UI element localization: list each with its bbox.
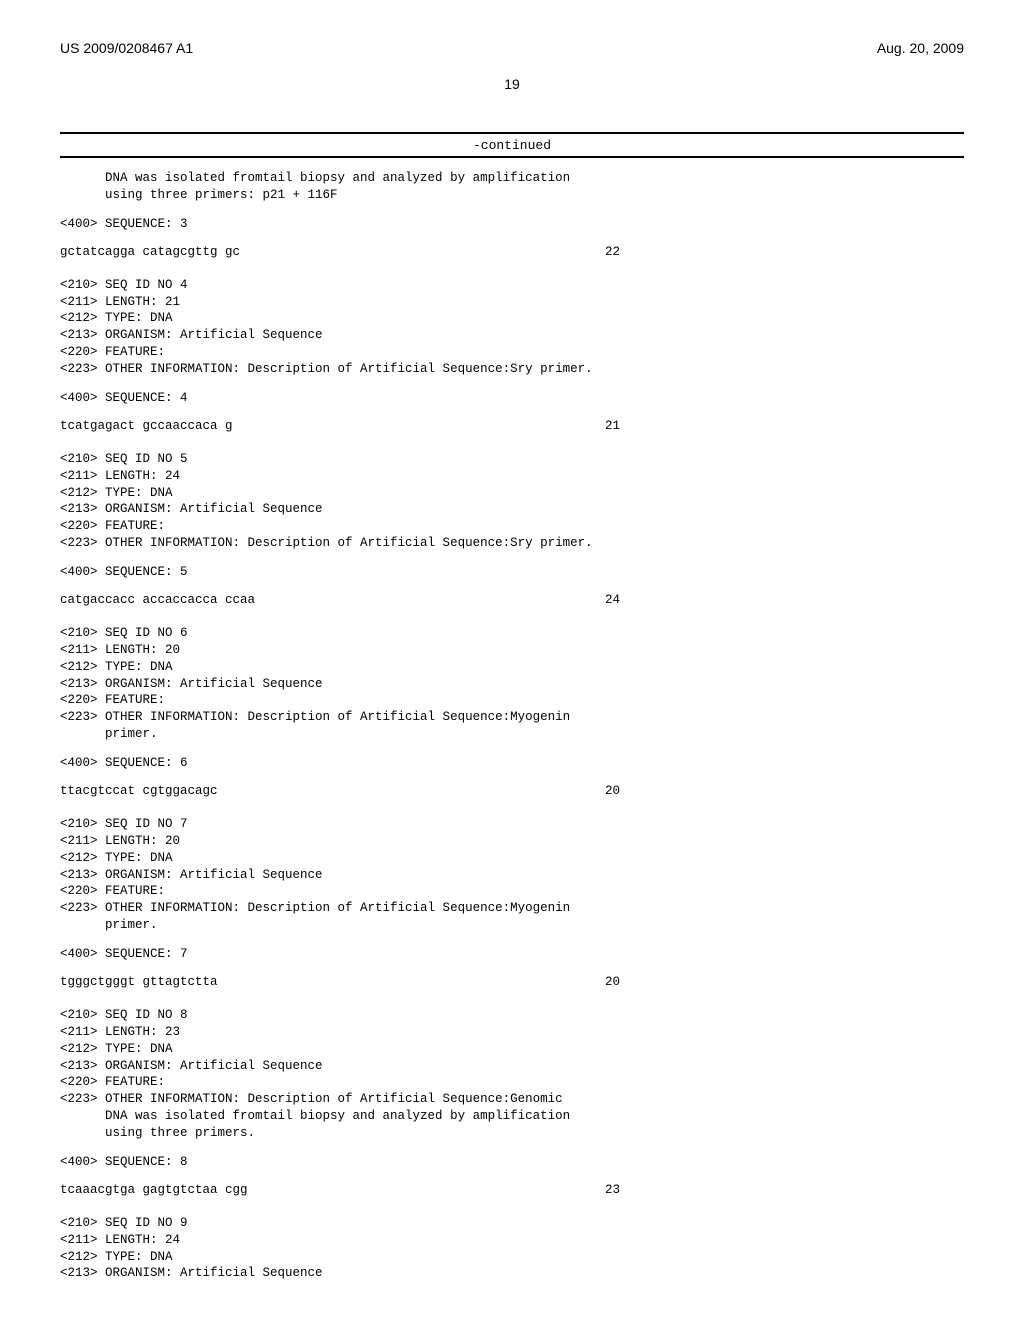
line: primer.: [60, 726, 964, 743]
sequence-length: 23: [605, 1183, 620, 1197]
line: <213> ORGANISM: Artificial Sequence: [60, 867, 964, 884]
sequence-length: 21: [605, 419, 620, 433]
line: <210> SEQ ID NO 7: [60, 816, 964, 833]
line: <211> LENGTH: 23: [60, 1024, 964, 1041]
line: <223> OTHER INFORMATION: Description of …: [60, 709, 964, 726]
line: <400> SEQUENCE: 4: [60, 390, 964, 407]
line: <211> LENGTH: 24: [60, 1232, 964, 1249]
line: using three primers.: [60, 1125, 964, 1142]
seq-block-6: <210> SEQ ID NO 6 <211> LENGTH: 20 <212>…: [60, 625, 964, 798]
line: <220> FEATURE:: [60, 1074, 964, 1091]
line: <212> TYPE: DNA: [60, 310, 964, 327]
line: using three primers: p21 + 116F: [60, 187, 964, 204]
sequence-length: 24: [605, 593, 620, 607]
line: <220> FEATURE:: [60, 518, 964, 535]
line: <212> TYPE: DNA: [60, 1249, 964, 1266]
line: DNA was isolated fromtail biopsy and ana…: [60, 1108, 964, 1125]
line: <212> TYPE: DNA: [60, 659, 964, 676]
line: <212> TYPE: DNA: [60, 1041, 964, 1058]
seq-block-3: DNA was isolated fromtail biopsy and ana…: [60, 170, 964, 259]
line: <210> SEQ ID NO 8: [60, 1007, 964, 1024]
seq-block-7: <210> SEQ ID NO 7 <211> LENGTH: 20 <212>…: [60, 816, 964, 989]
line: <223> OTHER INFORMATION: Description of …: [60, 900, 964, 917]
seq-block-9: <210> SEQ ID NO 9 <211> LENGTH: 24 <212>…: [60, 1215, 964, 1283]
sequence-row: catgaccacc accaccacca ccaa 24: [60, 593, 620, 607]
seq-block-5: <210> SEQ ID NO 5 <211> LENGTH: 24 <212>…: [60, 451, 964, 607]
seq-block-8: <210> SEQ ID NO 8 <211> LENGTH: 23 <212>…: [60, 1007, 964, 1197]
line: <220> FEATURE:: [60, 883, 964, 900]
continued-bar: -continued: [60, 132, 964, 158]
line: <211> LENGTH: 20: [60, 642, 964, 659]
line: <210> SEQ ID NO 6: [60, 625, 964, 642]
sequence-text: ttacgtccat cgtggacagc: [60, 784, 218, 798]
line: <220> FEATURE:: [60, 344, 964, 361]
line: <213> ORGANISM: Artificial Sequence: [60, 676, 964, 693]
sequence-text: gctatcagga catagcgttg gc: [60, 245, 240, 259]
sequence-length: 20: [605, 975, 620, 989]
page-number: 19: [60, 76, 964, 92]
header-left: US 2009/0208467 A1: [60, 40, 193, 56]
line: <400> SEQUENCE: 3: [60, 216, 964, 233]
header-right: Aug. 20, 2009: [877, 40, 964, 56]
line: <400> SEQUENCE: 8: [60, 1154, 964, 1171]
sequence-row: ttacgtccat cgtggacagc 20: [60, 784, 620, 798]
line: <211> LENGTH: 21: [60, 294, 964, 311]
line: <220> FEATURE:: [60, 692, 964, 709]
line: <212> TYPE: DNA: [60, 850, 964, 867]
line: <210> SEQ ID NO 4: [60, 277, 964, 294]
sequence-length: 20: [605, 784, 620, 798]
sequence-text: tcatgagact gccaaccaca g: [60, 419, 233, 433]
line: <223> OTHER INFORMATION: Description of …: [60, 1091, 964, 1108]
line: <211> LENGTH: 20: [60, 833, 964, 850]
line: DNA was isolated fromtail biopsy and ana…: [60, 170, 964, 187]
sequence-row: tcaaacgtga gagtgtctaa cgg 23: [60, 1183, 620, 1197]
sequence-row: tcatgagact gccaaccaca g 21: [60, 419, 620, 433]
continued-label: -continued: [473, 138, 551, 153]
seq-block-4: <210> SEQ ID NO 4 <211> LENGTH: 21 <212>…: [60, 277, 964, 433]
line: <211> LENGTH: 24: [60, 468, 964, 485]
sequence-row: tgggctgggt gttagtctta 20: [60, 975, 620, 989]
sequence-text: tcaaacgtga gagtgtctaa cgg: [60, 1183, 248, 1197]
line: <213> ORGANISM: Artificial Sequence: [60, 501, 964, 518]
line: <213> ORGANISM: Artificial Sequence: [60, 327, 964, 344]
line: <210> SEQ ID NO 5: [60, 451, 964, 468]
sequence-row: gctatcagga catagcgttg gc 22: [60, 245, 620, 259]
line: <400> SEQUENCE: 7: [60, 946, 964, 963]
line: <400> SEQUENCE: 6: [60, 755, 964, 772]
line: <212> TYPE: DNA: [60, 485, 964, 502]
line: <223> OTHER INFORMATION: Description of …: [60, 361, 964, 378]
line: <400> SEQUENCE: 5: [60, 564, 964, 581]
line: <213> ORGANISM: Artificial Sequence: [60, 1058, 964, 1075]
page-header: US 2009/0208467 A1 Aug. 20, 2009: [60, 40, 964, 56]
sequence-length: 22: [605, 245, 620, 259]
line: primer.: [60, 917, 964, 934]
line: <213> ORGANISM: Artificial Sequence: [60, 1265, 964, 1282]
line: <210> SEQ ID NO 9: [60, 1215, 964, 1232]
sequence-text: catgaccacc accaccacca ccaa: [60, 593, 255, 607]
sequence-text: tgggctgggt gttagtctta: [60, 975, 218, 989]
line: <223> OTHER INFORMATION: Description of …: [60, 535, 964, 552]
